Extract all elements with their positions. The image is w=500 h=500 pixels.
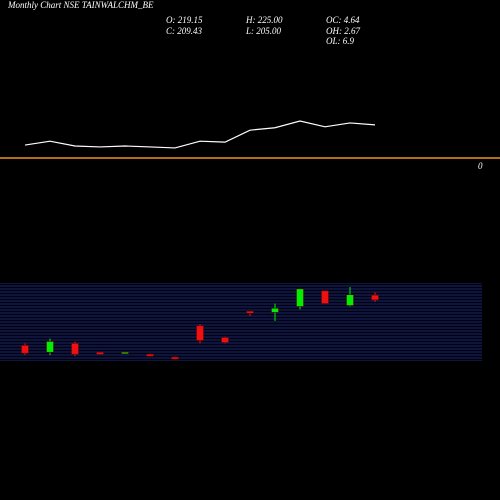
candle-body: [71, 343, 79, 355]
candle-body: [171, 356, 179, 360]
panel-background: [0, 283, 482, 361]
ohlc-stat: O: 219.15: [166, 15, 203, 25]
ohlc-stat: C: 209.43: [166, 26, 203, 36]
ohlc-stat: L: 205.00: [245, 26, 282, 36]
ohlc-stat: OH: 2.67: [326, 26, 360, 36]
ohlc-stat: OC: 4.64: [326, 15, 360, 25]
candle-body: [221, 337, 229, 343]
candle-body: [246, 311, 254, 314]
ohlc-stat: OL: 6.9: [326, 36, 355, 46]
y-tick-label: 0: [478, 161, 483, 171]
candle-body: [46, 341, 54, 353]
candle-body: [346, 294, 354, 306]
candle-body: [296, 288, 304, 307]
indicator-line: [24, 120, 376, 149]
candle-body: [196, 325, 204, 341]
ohlc-stat: H: 225.00: [245, 15, 283, 25]
chart-title: Monthly Chart NSE TAINWALCHM_BE: [7, 0, 154, 10]
candle-body: [321, 290, 329, 304]
candle-body: [371, 294, 379, 301]
candle-body: [96, 351, 104, 355]
candle-body: [121, 351, 129, 354]
candle-body: [21, 345, 29, 354]
candle-body: [271, 308, 279, 313]
candle-body: [146, 353, 154, 357]
